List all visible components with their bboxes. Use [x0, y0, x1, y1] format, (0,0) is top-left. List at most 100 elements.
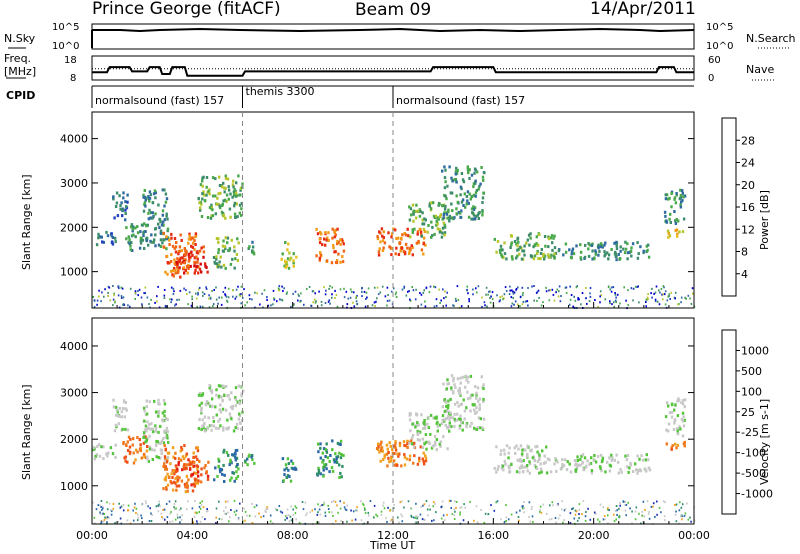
data-cell: [461, 428, 464, 432]
data-cell: [164, 435, 168, 439]
data-cell: [326, 456, 330, 460]
data-cell: [543, 235, 547, 238]
data-cell: [143, 247, 146, 250]
data-cell: [394, 441, 397, 445]
data-cell: [179, 275, 182, 279]
data-cell: [619, 257, 622, 260]
ground-cell: [521, 505, 523, 508]
ground-cell: [585, 297, 587, 300]
ground-cell: [610, 286, 613, 289]
data-cell: [516, 458, 519, 462]
data-cell: [495, 445, 498, 449]
ground-cell: [397, 516, 399, 519]
data-cell: [473, 171, 476, 175]
data-cell: [438, 442, 441, 446]
ground-cell: [363, 507, 366, 510]
ground-cell: [297, 299, 299, 302]
data-cell: [222, 450, 225, 454]
data-cell: [673, 196, 677, 200]
data-cell: [333, 250, 336, 254]
data-cell: [281, 457, 285, 461]
data-cell: [520, 460, 523, 463]
data-cell: [335, 259, 339, 262]
data-cell: [544, 460, 547, 464]
data-cell: [421, 211, 424, 215]
data-cell: [625, 458, 629, 462]
ground-cell: [652, 505, 654, 508]
ground-cell: [240, 285, 243, 288]
ground-cell: [660, 511, 662, 514]
data-cell: [682, 424, 686, 428]
ground-cell: [632, 299, 634, 302]
ground-cell: [455, 300, 457, 302]
data-cell: [586, 459, 589, 463]
data-cell: [446, 216, 449, 220]
data-cell: [202, 190, 205, 194]
ground-cell: [589, 518, 592, 521]
data-cell: [157, 222, 160, 226]
data-cell: [632, 470, 635, 473]
data-cell: [191, 245, 195, 249]
ground-cell: [488, 290, 490, 293]
ground-cell: [278, 505, 281, 507]
data-cell: [466, 375, 470, 379]
data-cell: [666, 229, 670, 233]
data-cell: [163, 402, 167, 406]
data-cell: [167, 261, 170, 265]
data-cell: [408, 250, 411, 253]
ground-cell: [545, 290, 548, 293]
ground-cell: [266, 508, 269, 511]
data-cell: [410, 213, 413, 217]
data-cell: [163, 444, 166, 447]
data-cell: [196, 470, 200, 474]
data-cell: [182, 465, 185, 469]
data-cell: [534, 243, 537, 247]
data-cell: [480, 375, 483, 379]
ground-cell: [270, 304, 272, 307]
ground-cell: [344, 508, 347, 511]
data-cell: [380, 440, 383, 444]
data-cell: [164, 475, 168, 479]
ground-cell: [369, 500, 372, 502]
data-cell: [397, 454, 400, 458]
ground-cell: [468, 298, 470, 301]
ground-cell: [377, 293, 380, 296]
ground-cell: [572, 305, 574, 308]
data-cell: [206, 426, 209, 430]
data-cell: [342, 249, 346, 253]
data-cell: [189, 255, 192, 259]
data-cell: [151, 427, 154, 431]
data-cell: [526, 444, 529, 448]
ground-cell: [423, 519, 426, 522]
ground-cell: [156, 295, 158, 298]
data-cell: [144, 424, 148, 428]
data-cell: [482, 383, 485, 387]
data-cell: [114, 455, 117, 459]
data-cell: [382, 458, 385, 462]
ground-cell: [542, 301, 544, 304]
ground-cell: [328, 299, 331, 302]
data-cell: [190, 250, 193, 254]
ground-cell: [324, 293, 327, 296]
data-cell: [152, 240, 155, 244]
data-cell: [470, 421, 473, 425]
data-cell: [136, 450, 139, 454]
ground-cell: [679, 501, 681, 504]
ground-cell: [523, 507, 526, 510]
data-cell: [222, 199, 225, 203]
ground-cell: [514, 300, 517, 303]
ground-cell: [361, 295, 363, 298]
ground-cell: [496, 294, 498, 297]
ground-cell: [119, 517, 122, 520]
data-cell: [455, 418, 459, 422]
ground-cell: [459, 506, 461, 509]
ground-cell: [593, 511, 596, 514]
data-cell: [221, 472, 224, 476]
data-cell: [459, 376, 462, 380]
data-cell: [226, 418, 229, 422]
data-cell: [421, 222, 424, 226]
data-cell: [165, 433, 169, 437]
data-cell: [183, 261, 187, 265]
data-cell: [423, 462, 426, 466]
data-cell: [553, 252, 556, 256]
